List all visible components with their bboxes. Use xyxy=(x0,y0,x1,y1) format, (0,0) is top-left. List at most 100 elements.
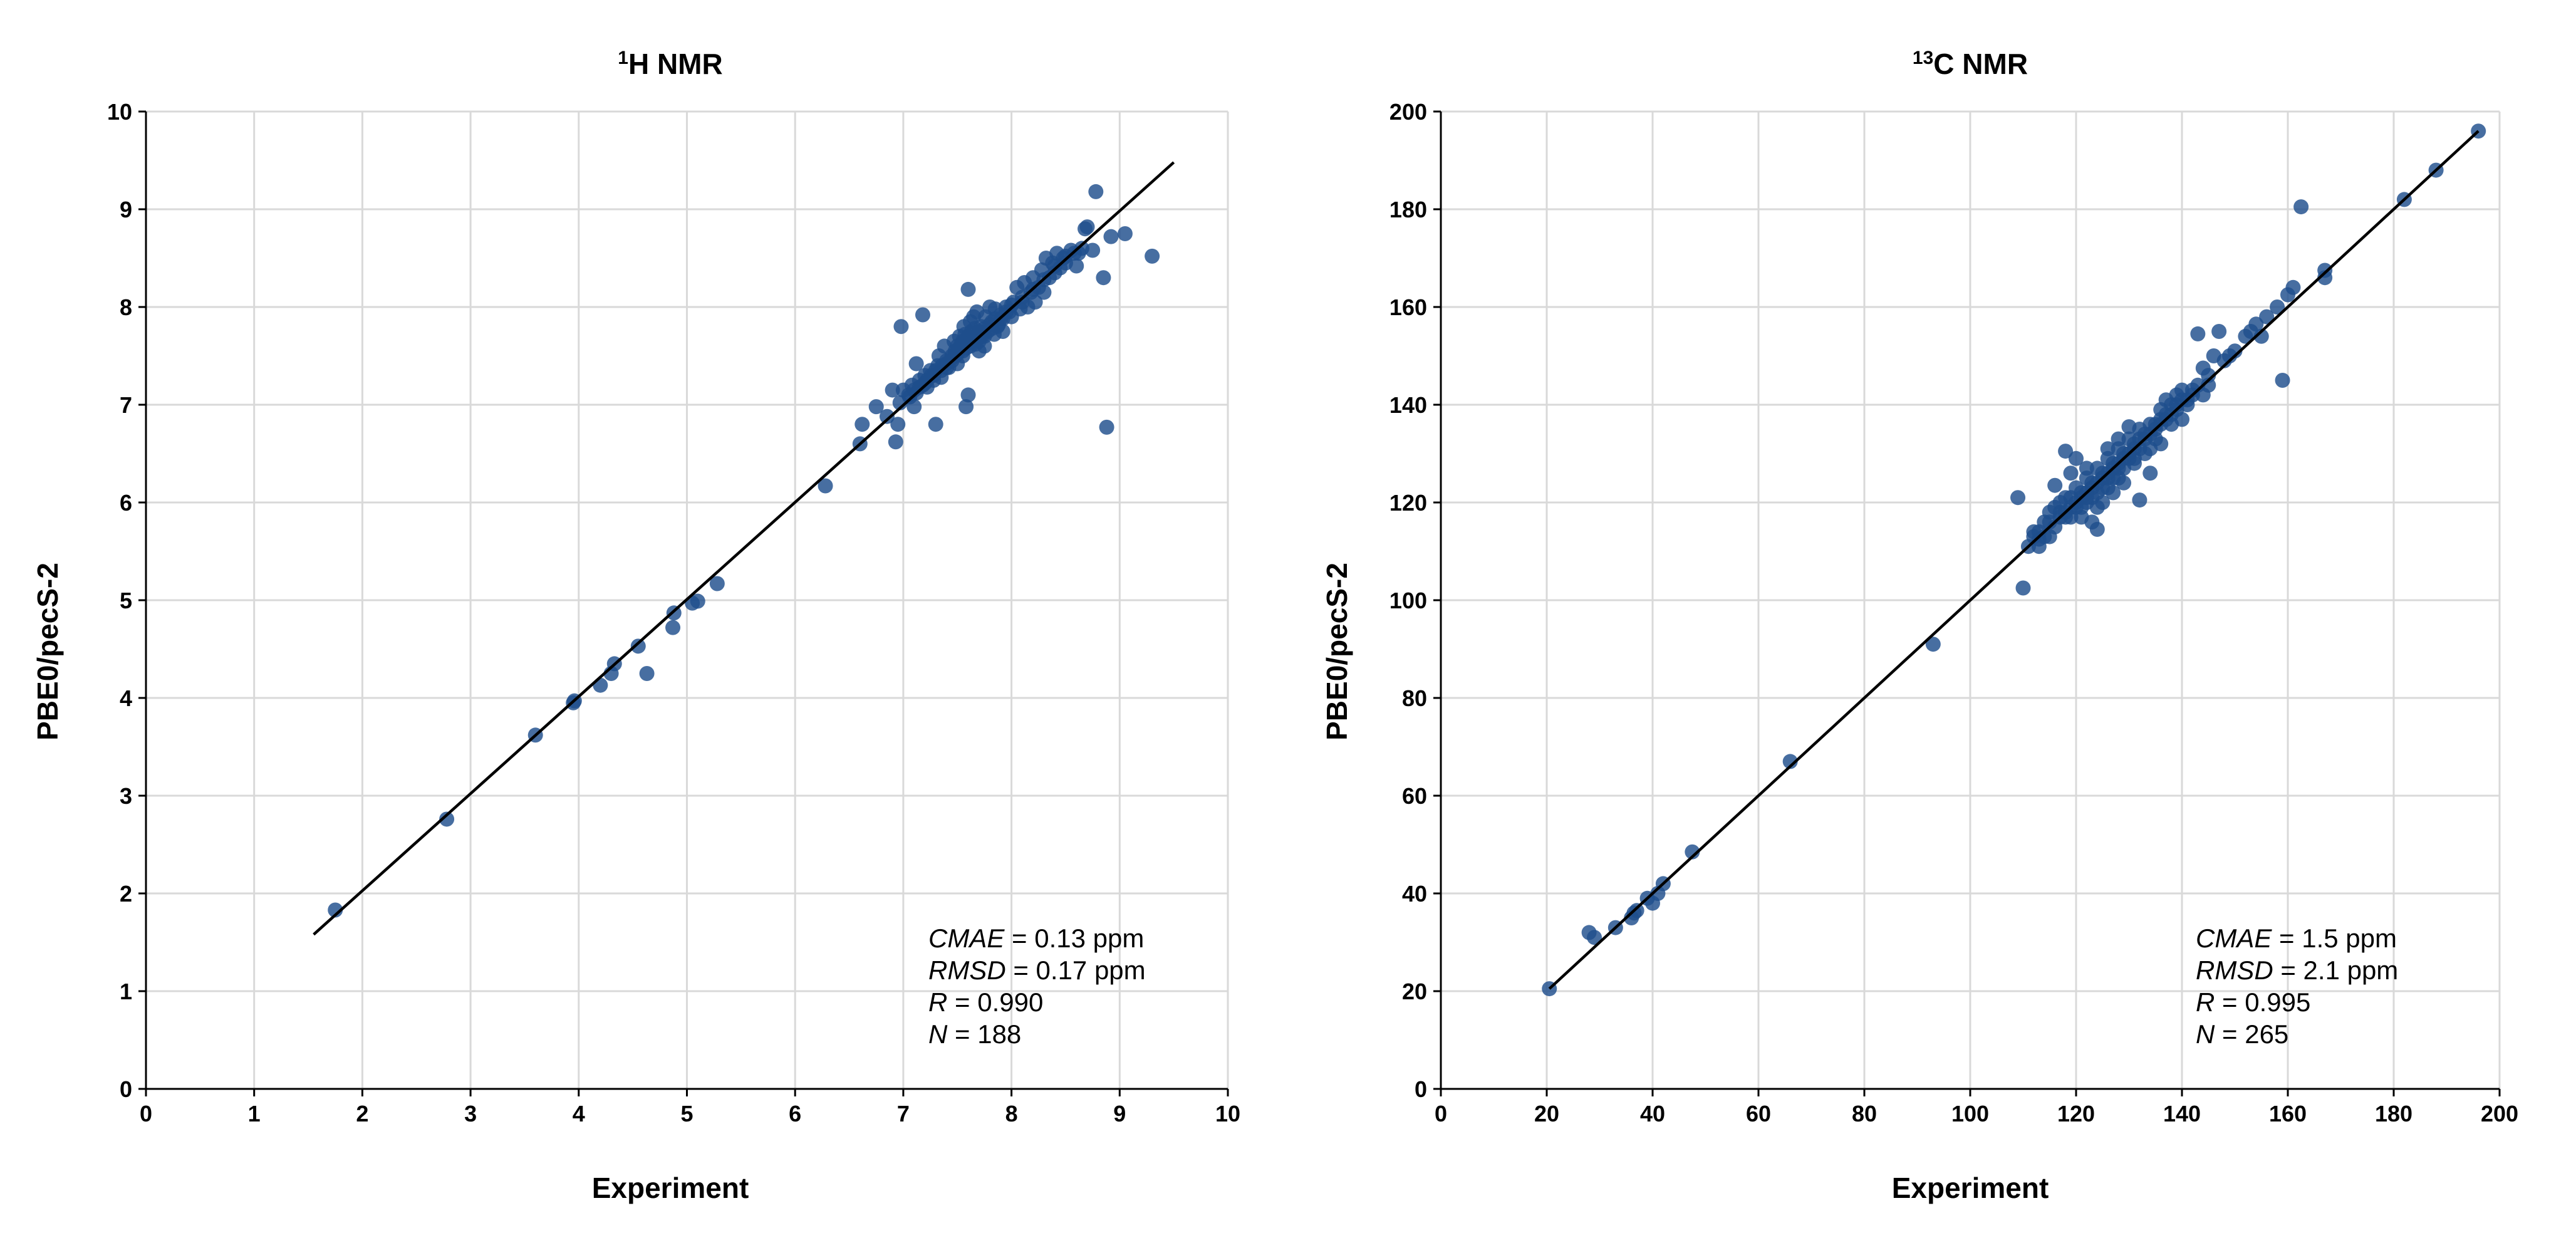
y-tick-label: 9 xyxy=(120,197,132,222)
y-tick-label: 100 xyxy=(1389,588,1427,613)
y-tick-label: 20 xyxy=(1402,979,1427,1004)
x-tick-label: 1 xyxy=(248,1101,261,1126)
data-point xyxy=(1145,248,1160,264)
data-point xyxy=(868,399,884,415)
stat-r: R = 0.990 xyxy=(928,987,1043,1017)
stat-n-label: N xyxy=(2196,1019,2215,1049)
data-point xyxy=(328,902,343,918)
data-point xyxy=(2153,402,2169,417)
data-point xyxy=(690,593,705,609)
data-point xyxy=(2089,521,2105,537)
y-tick-labels: 0 20 40 60 80 100 120 140 160 180 200 xyxy=(1389,99,1427,1102)
data-point xyxy=(2211,324,2227,339)
data-point xyxy=(879,408,895,424)
y-tick-label: 4 xyxy=(120,685,132,711)
x-tick-label: 4 xyxy=(573,1101,585,1126)
y-tick-label: 200 xyxy=(1389,99,1427,125)
data-point xyxy=(2063,509,2079,525)
data-point xyxy=(1047,258,1062,274)
x-tick-label: 7 xyxy=(897,1101,910,1126)
stats-box: CMAE = 1.5 ppm RMSD = 2.1 ppm R = 0.995 … xyxy=(2196,923,2398,1049)
data-point xyxy=(2121,431,2137,447)
stat-rmsd-label: RMSD xyxy=(928,955,1006,985)
x-tick-label: 8 xyxy=(1005,1101,1018,1126)
data-point xyxy=(1014,294,1030,310)
data-point xyxy=(2100,480,2116,496)
x-tick-label: 10 xyxy=(1215,1101,1240,1126)
fit-line xyxy=(1548,130,2480,990)
x-tick-label: 0 xyxy=(1435,1101,1447,1126)
y-axis-label: PBE0/pecS-2 xyxy=(31,563,64,741)
data-point xyxy=(2317,263,2333,278)
x-tick-label: 6 xyxy=(789,1101,801,1126)
data-point xyxy=(890,417,906,432)
data-point xyxy=(908,356,924,372)
stat-cmae-label: CMAE xyxy=(928,923,1005,953)
data-point xyxy=(439,811,455,827)
stat-n-value: = 188 xyxy=(947,1019,1021,1049)
data-point xyxy=(2142,466,2158,481)
y-tick-label: 180 xyxy=(1389,197,1427,222)
data-point xyxy=(2015,580,2031,596)
data-point xyxy=(928,417,943,432)
stat-rmsd-label: RMSD xyxy=(2196,955,2273,985)
stats-box: CMAE = 0.13 ppm RMSD = 0.17 ppm R = 0.99… xyxy=(928,923,1146,1049)
y-tick-labels: 0 1 2 3 4 5 6 7 8 9 10 xyxy=(107,99,132,1102)
x-tick-label: 160 xyxy=(2269,1101,2307,1126)
data-point xyxy=(960,281,976,297)
x-tick-label: 120 xyxy=(2057,1101,2095,1126)
x-tick-label: 80 xyxy=(1852,1101,1877,1126)
data-point xyxy=(2042,504,2057,520)
data-point xyxy=(2089,499,2105,515)
stat-cmae-value: = 1.5 ppm xyxy=(2272,923,2397,953)
stat-r-value: = 0.990 xyxy=(947,987,1043,1017)
data-point xyxy=(893,319,909,335)
y-tick-label: 3 xyxy=(120,783,132,809)
data-point xyxy=(1074,241,1089,256)
stat-r-label: R xyxy=(2196,987,2215,1017)
stat-r-value: = 0.995 xyxy=(2215,987,2310,1017)
y-tick-label: 140 xyxy=(1389,392,1427,418)
data-point xyxy=(1069,258,1084,274)
chart-title: 1H NMR xyxy=(618,48,722,80)
data-point xyxy=(1925,637,1941,652)
data-point xyxy=(2058,444,2074,459)
stat-n: N = 188 xyxy=(928,1019,1021,1049)
data-point xyxy=(885,382,900,398)
data-point xyxy=(2047,477,2063,493)
x-tick-label: 200 xyxy=(2481,1101,2518,1126)
x-tick-label: 180 xyxy=(2375,1101,2412,1126)
y-tick-label: 160 xyxy=(1389,294,1427,320)
data-point xyxy=(1587,930,1602,945)
x-tick-label: 100 xyxy=(1951,1101,1989,1126)
data-point xyxy=(960,387,976,403)
x-tick-label: 60 xyxy=(1746,1101,1771,1126)
y-tick-label: 0 xyxy=(1415,1076,1427,1102)
data-point xyxy=(1088,184,1104,199)
y-tick-label: 60 xyxy=(1402,783,1427,809)
axes xyxy=(1433,110,2501,1096)
x-tick-label: 40 xyxy=(1640,1101,1665,1126)
stat-n-label: N xyxy=(928,1019,948,1049)
stat-rmsd: RMSD = 0.17 ppm xyxy=(928,955,1146,985)
data-point xyxy=(2069,450,2084,466)
data-point xyxy=(2089,460,2105,476)
y-tick-label: 2 xyxy=(120,881,132,907)
x-axis-label: Experiment xyxy=(592,1172,749,1204)
data-point xyxy=(888,434,903,450)
data-point xyxy=(1099,419,1114,435)
y-tick-label: 120 xyxy=(1389,490,1427,516)
stat-rmsd-value: = 0.17 ppm xyxy=(1006,955,1146,985)
data-point xyxy=(2100,450,2116,466)
x-tick-label: 3 xyxy=(464,1101,477,1126)
fit-line xyxy=(313,161,1175,936)
data-point xyxy=(995,311,1010,326)
title-main: C NMR xyxy=(1933,48,2028,80)
stat-n: N = 265 xyxy=(2196,1019,2288,1049)
x-tick-label: 140 xyxy=(2163,1101,2201,1126)
data-point xyxy=(2111,441,2126,457)
data-point xyxy=(1096,270,1111,286)
data-point xyxy=(2132,422,2148,437)
stat-rmsd-value: = 2.1 ppm xyxy=(2273,955,2399,985)
axes xyxy=(138,110,1229,1096)
